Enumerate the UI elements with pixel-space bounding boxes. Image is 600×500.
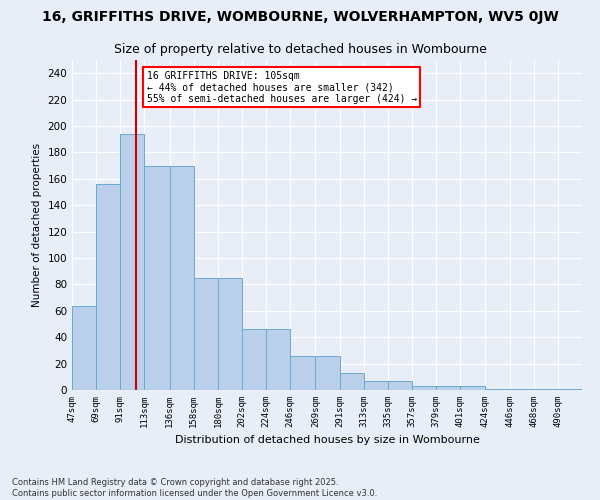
Bar [485,388,509,390]
Bar [72,306,96,390]
Bar [170,166,194,390]
Bar [96,184,120,390]
Bar [460,386,485,390]
Bar [364,381,388,390]
Bar [388,381,412,390]
Text: Contains HM Land Registry data © Crown copyright and database right 2025.
Contai: Contains HM Land Registry data © Crown c… [12,478,377,498]
Bar [509,388,534,390]
Text: Size of property relative to detached houses in Wombourne: Size of property relative to detached ho… [113,42,487,56]
Bar [558,388,582,390]
Bar [145,166,170,390]
Bar [242,330,266,390]
Bar [194,278,218,390]
Bar [534,388,558,390]
Bar [266,330,290,390]
Bar [436,386,460,390]
Bar [290,356,316,390]
Y-axis label: Number of detached properties: Number of detached properties [32,143,42,307]
Bar [316,356,340,390]
Bar [412,386,436,390]
Text: 16, GRIFFITHS DRIVE, WOMBOURNE, WOLVERHAMPTON, WV5 0JW: 16, GRIFFITHS DRIVE, WOMBOURNE, WOLVERHA… [41,10,559,24]
Bar [218,278,242,390]
Bar [340,373,364,390]
Text: 16 GRIFFITHS DRIVE: 105sqm
← 44% of detached houses are smaller (342)
55% of sem: 16 GRIFFITHS DRIVE: 105sqm ← 44% of deta… [146,70,417,104]
X-axis label: Distribution of detached houses by size in Wombourne: Distribution of detached houses by size … [175,436,479,446]
Bar [120,134,145,390]
